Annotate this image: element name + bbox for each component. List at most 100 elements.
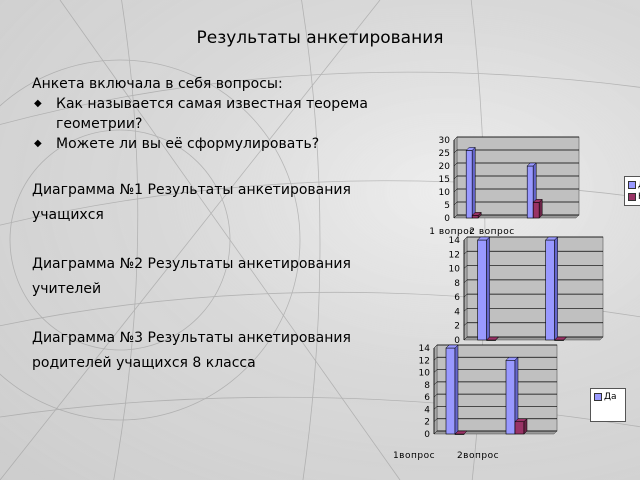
y-tick-label: 25: [439, 149, 450, 159]
y-tick-label: 8: [424, 381, 430, 391]
bar-side: [563, 336, 567, 341]
y-tick-label: 5: [444, 201, 450, 211]
gridline-side: [453, 214, 458, 219]
category-label: 1вопрос: [393, 451, 435, 461]
bar-yes: [505, 356, 519, 435]
bar-front: [445, 347, 456, 435]
gridline-side: [463, 279, 468, 284]
chart-parents-svg: 14 12 10 8 6 4 2 0 1вопрос 2вопрос: [393, 344, 558, 461]
question-2: Можете ли вы её сформулировать?: [32, 134, 412, 154]
gridline-side: [453, 188, 458, 193]
bar-side: [463, 430, 468, 435]
diagram3-caption-line2: родителей учащихся 8 класса: [32, 355, 256, 371]
y-tick-label: 12: [449, 250, 460, 260]
bar-yes: [445, 344, 459, 435]
chart-teachers-svg: 14 12 10 8 6 4 2 0: [449, 236, 604, 346]
chart-teachers: 14 12 10 8 6 4 2 0: [420, 232, 640, 347]
bar-yes: [465, 146, 476, 219]
y-tick-label: 10: [449, 265, 461, 275]
bar-front: [545, 239, 555, 341]
category-label: 1 вопрос: [429, 227, 474, 237]
bar-no: [532, 198, 543, 219]
gridline-side: [463, 336, 468, 341]
y-tick-label: 2: [454, 322, 460, 332]
diagram1-caption-line2: учащихся: [32, 207, 104, 223]
y-tick-label: 30: [439, 136, 451, 146]
category-label: 2 вопрос: [469, 227, 514, 237]
bar-front: [526, 165, 534, 219]
gridline-side: [453, 201, 458, 206]
question-1: Как называется самая известная теорема г…: [32, 94, 412, 134]
bar-front: [514, 421, 525, 435]
diagram2-caption-line1: Диаграмма №2 Результаты анкетирования: [32, 256, 351, 272]
legend-item: Н: [628, 191, 640, 203]
bar-top: [485, 336, 500, 341]
bar-side: [454, 344, 459, 435]
bar-no: [514, 418, 528, 435]
y-tick-label: 12: [419, 356, 430, 366]
diagram1-caption-line1: Диаграмма №1 Результаты анкетирования: [32, 182, 351, 198]
gridline-side: [433, 357, 438, 361]
bar-front: [505, 359, 516, 435]
bar-side: [471, 146, 476, 219]
gridline-side: [433, 369, 438, 373]
bar-front: [477, 239, 487, 341]
chart-students-legend: Д Н: [624, 176, 640, 206]
slide-title: Результаты анкетирования: [196, 28, 444, 48]
gridline-side: [453, 175, 458, 180]
legend-item: Да: [594, 391, 622, 403]
gridline-side: [463, 322, 468, 326]
y-tick-label: 2: [424, 418, 430, 428]
bar-side: [554, 236, 558, 341]
chart-parents: 14 12 10 8 6 4 2 0 1вопрос 2вопрос: [370, 340, 600, 470]
bar-front: [465, 150, 473, 219]
gridline-side: [453, 136, 458, 141]
y-tick-label: 0: [444, 214, 450, 224]
y-tick-label: 4: [454, 307, 460, 317]
bar-no: [471, 211, 482, 219]
chart-parents-legend: Да: [590, 388, 626, 422]
bar-no: [485, 336, 500, 341]
slide-body: Анкета включала в себя вопросы: Как назы…: [32, 74, 412, 376]
y-tick-label: 14: [419, 344, 431, 354]
bar-front: [471, 215, 479, 219]
gridline-side: [463, 308, 468, 312]
y-tick-label: 15: [439, 175, 450, 185]
gridline-side: [433, 381, 438, 386]
gridline-side: [463, 236, 468, 241]
y-tick-label: 6: [424, 393, 430, 403]
y-tick-label: 8: [454, 279, 460, 289]
gridline-side: [463, 293, 468, 298]
bar-side: [477, 211, 482, 219]
intro-text: Анкета включала в себя вопросы:: [32, 76, 283, 92]
gridline-side: [433, 430, 438, 435]
gridline-side: [453, 149, 458, 154]
gridline-side: [433, 406, 438, 410]
gridline-side: [453, 162, 458, 167]
diagram3-caption-line1: Диаграмма №3 Результаты анкетирования: [32, 330, 351, 346]
bar-side: [538, 198, 543, 219]
y-tick-label: 0: [454, 336, 460, 346]
y-tick-label: 14: [449, 236, 461, 246]
chart-students: 30 25 20 15 10 5 0 1 вопрос 2 вопрос: [420, 134, 640, 244]
bar-no: [454, 430, 468, 435]
y-tick-label: 10: [439, 188, 451, 198]
legend-item: Д: [628, 179, 640, 191]
y-tick-label: 10: [419, 369, 431, 379]
gridline-side: [433, 418, 438, 422]
gridline-side: [433, 393, 438, 398]
bar-yes: [544, 236, 559, 341]
y-tick-label: 20: [439, 162, 451, 172]
gridline-side: [433, 344, 438, 349]
bar-no: [553, 336, 568, 341]
y-tick-label: 0: [424, 430, 430, 440]
bar-front: [532, 202, 540, 219]
gridline-side: [463, 251, 468, 255]
category-label: 2вопрос: [457, 451, 499, 461]
diagram2-caption-line2: учителей: [32, 281, 102, 297]
y-tick-label: 4: [424, 405, 430, 415]
y-tick-label: 6: [454, 293, 460, 303]
plot-side-wall: [433, 344, 438, 435]
